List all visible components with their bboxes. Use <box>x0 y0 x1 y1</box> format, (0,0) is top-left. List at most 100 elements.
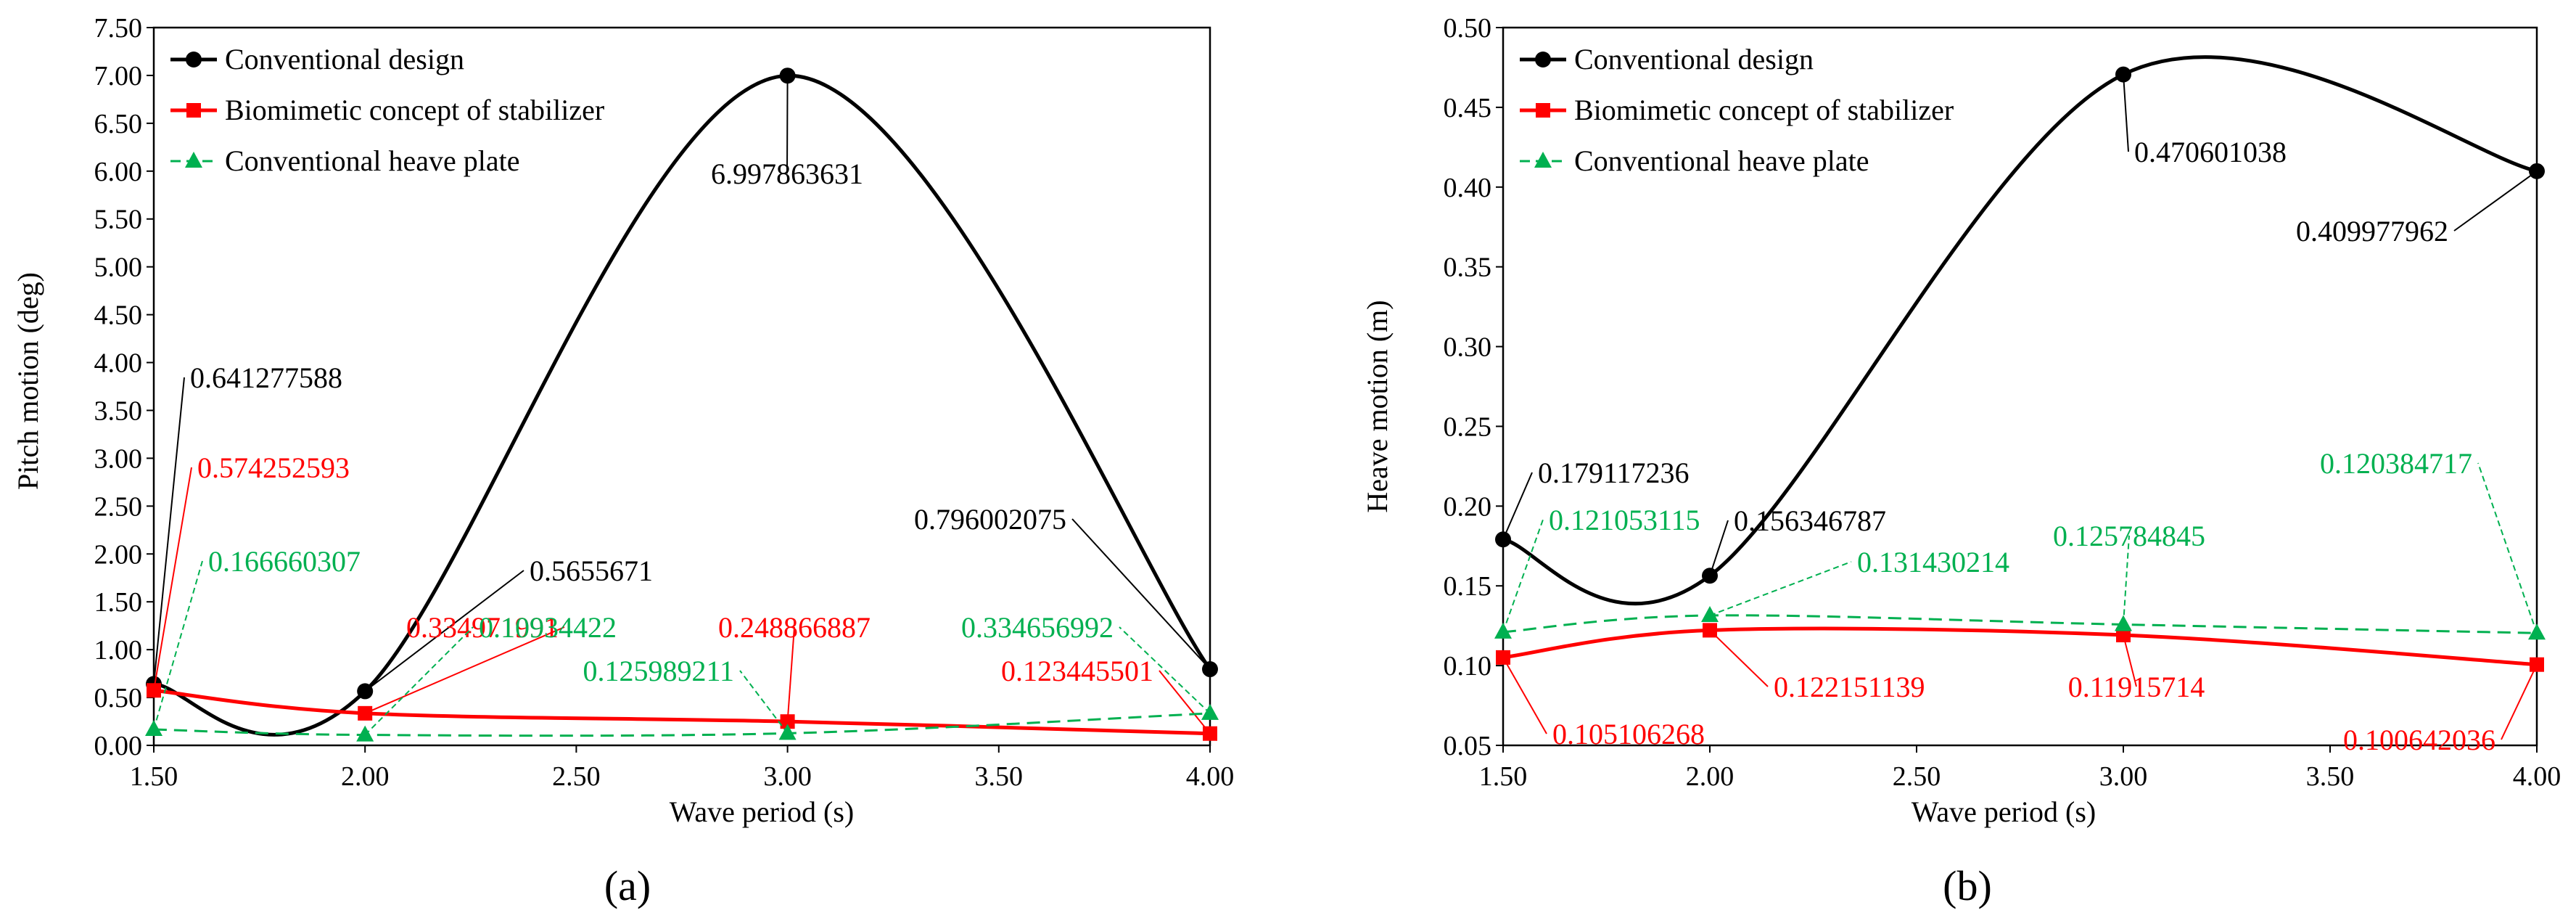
data-label: 0.470601038 <box>2134 136 2287 168</box>
y-tick-label: 3.00 <box>94 443 143 474</box>
leader-line <box>2123 535 2130 625</box>
x-tick-label: 4.00 <box>2513 761 2561 792</box>
x-axis-title-a: Wave period (s) <box>670 795 854 828</box>
y-tick-label: 7.00 <box>94 61 143 91</box>
y-tick-label: 0.10 <box>1444 651 1492 681</box>
x-tick-label: 4.00 <box>1186 761 1235 792</box>
legend-marker <box>1536 103 1550 118</box>
data-label: 0.122151139 <box>1774 671 1925 703</box>
data-label: 0.796002075 <box>914 503 1066 536</box>
y-tick-label: 4.00 <box>94 348 143 379</box>
leader-line <box>364 570 524 692</box>
legend-marker <box>186 103 201 118</box>
y-tick-label: 0.20 <box>1444 491 1492 522</box>
panel-label-a: (a) <box>604 862 651 909</box>
y-tick-label: 4.50 <box>94 300 143 331</box>
y-tick-label: 0.35 <box>1444 253 1492 283</box>
y-tick-label: 7.50 <box>94 13 143 44</box>
x-tick-label: 2.00 <box>341 761 390 792</box>
legend-marker <box>1535 52 1551 67</box>
y-tick-label: 6.00 <box>94 157 143 187</box>
leader-line <box>739 670 789 734</box>
data-label: 0.156346787 <box>1734 504 1886 537</box>
plot-area <box>1502 26 2538 747</box>
panel-label-b: (b) <box>1943 862 1992 909</box>
leader-line <box>153 560 203 730</box>
leader-line <box>1709 520 1729 576</box>
x-tick-label: 3.50 <box>975 761 1024 792</box>
x-tick-label: 3.00 <box>763 761 812 792</box>
legend-entry: Biomimetic concept of stabilizer <box>1574 94 1954 126</box>
legend-entry: Conventional heave plate <box>1574 144 1869 177</box>
data-label: 0.105106268 <box>1552 718 1705 750</box>
leader-line <box>364 626 565 714</box>
data-point-heave_plate <box>1201 703 1219 720</box>
x-tick-label: 2.50 <box>1893 761 1941 792</box>
leader-line <box>1119 626 1211 714</box>
leader-line <box>364 626 474 736</box>
leader-line <box>1071 518 1211 670</box>
y-tick-label: 1.00 <box>94 635 143 666</box>
data-label: 0.100642036 <box>2343 724 2495 756</box>
y-tick-label: 0.45 <box>1444 93 1492 123</box>
x-tick-label: 2.00 <box>1686 761 1735 792</box>
leader-line <box>1502 657 1547 734</box>
y-tick-label: 0.30 <box>1444 332 1492 363</box>
data-label: 0.641277588 <box>190 361 342 394</box>
y-tick-label: 6.50 <box>94 109 143 139</box>
data-point-heave_plate <box>778 724 797 740</box>
y-tick-label: 5.50 <box>94 205 143 235</box>
x-axis-title-b: Wave period (s) <box>1912 795 2096 828</box>
leader-line <box>2477 462 2538 634</box>
data-label: 0.10934422 <box>479 611 617 644</box>
chart-heave-motion: 0.05 0.10 0.15 0.20 0.25 0.30 0.35 0.40 0.45 0.50… <box>1444 13 2561 792</box>
leader-line <box>153 467 192 691</box>
leader-line <box>1159 670 1211 734</box>
series-line-heave_plate <box>1502 614 2538 634</box>
legend-entry: Biomimetic concept of stabilizer <box>225 94 604 126</box>
y-tick-label: 0.50 <box>94 683 143 713</box>
data-label: 0.121053115 <box>1549 504 1700 536</box>
legend-marker <box>1534 152 1552 168</box>
legend-marker <box>186 52 202 67</box>
y-tick-label: 0.25 <box>1444 412 1492 442</box>
data-label: 0.125989211 <box>583 655 734 687</box>
leader-line <box>2453 171 2538 232</box>
y-axis-title-b: Heave motion (m) <box>1361 300 1394 512</box>
data-label: 0.334656992 <box>961 611 1114 644</box>
leader-line <box>1709 629 1769 687</box>
leader-line <box>786 75 789 174</box>
leader-line <box>2123 74 2129 152</box>
legend-marker <box>185 152 202 168</box>
y-tick-label: 0.40 <box>1444 173 1492 203</box>
series-line-heave_plate <box>153 712 1211 737</box>
x-tick-label: 1.50 <box>130 761 178 792</box>
leader-line <box>1502 472 1533 540</box>
leader-line <box>786 626 795 722</box>
y-tick-label: 2.00 <box>94 539 143 570</box>
plot-area <box>152 26 1211 747</box>
y-tick-label: 0.05 <box>1444 731 1492 761</box>
data-point-heave_plate <box>356 725 374 742</box>
data-label: 0.179117236 <box>1538 457 1690 489</box>
data-label: 0.123445501 <box>1001 655 1153 687</box>
leader-line <box>1502 519 1544 633</box>
data-label: 0.574252593 <box>197 451 350 484</box>
chart-pitch-motion: 0.00 0.50 1.00 1.50 2.00 2.50 3.00 3.50 4.00 4.50… <box>94 13 1235 792</box>
data-label: 0.120384717 <box>2320 447 2472 480</box>
leader-line <box>1709 561 1852 616</box>
legend-entry: Conventional heave plate <box>225 144 520 177</box>
leader-line <box>2123 634 2137 687</box>
data-label: 0.409977962 <box>2296 215 2448 247</box>
x-tick-label: 3.50 <box>2306 761 2355 792</box>
data-label: 0.131430214 <box>1857 546 2009 578</box>
y-tick-label: 0.00 <box>94 731 143 761</box>
data-label: 0.166660307 <box>208 545 361 578</box>
x-tick-label: 1.50 <box>1479 761 1528 792</box>
y-tick-label: 2.50 <box>94 491 143 522</box>
x-tick-label: 3.00 <box>2099 761 2148 792</box>
y-tick-label: 1.50 <box>94 587 143 618</box>
legend-entry: Conventional design <box>1574 43 1814 75</box>
x-tick-label: 2.50 <box>552 761 601 792</box>
